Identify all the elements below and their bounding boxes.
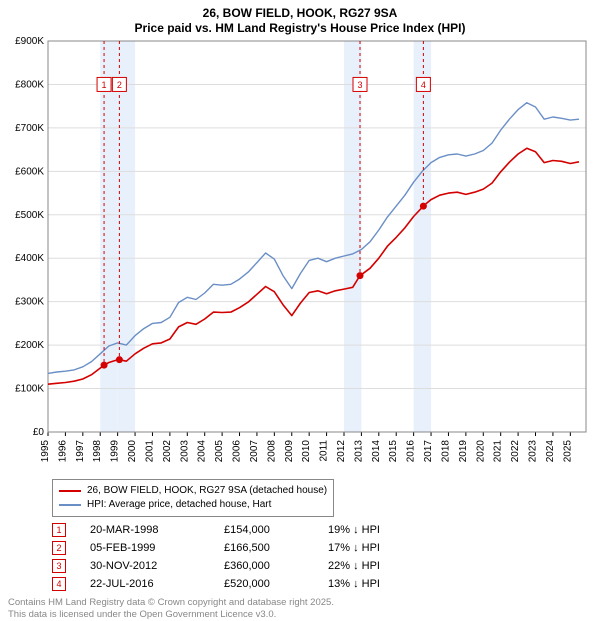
sale-row: 3 30-NOV-2012 £360,000 22% ↓ HPI [52,557,592,575]
svg-text:2025: 2025 [562,440,573,463]
svg-text:£600K: £600K [15,166,44,177]
svg-text:2006: 2006 [232,440,243,463]
sale-price: £166,500 [224,539,304,557]
legend-swatch [59,490,81,492]
sale-row: 2 05-FEB-1999 £166,500 17% ↓ HPI [52,539,592,557]
svg-text:2003: 2003 [179,440,190,463]
svg-text:2011: 2011 [319,440,330,462]
svg-text:2004: 2004 [197,440,208,463]
legend-swatch [59,504,81,506]
sale-diff: 19% ↓ HPI [328,521,418,539]
svg-text:£700K: £700K [15,123,44,134]
sale-date: 22-JUL-2016 [90,575,200,593]
svg-text:£0: £0 [33,427,45,438]
title-address: 26, BOW FIELD, HOOK, RG27 9SA [8,6,592,20]
svg-text:2009: 2009 [284,440,295,463]
sale-date: 30-NOV-2012 [90,557,200,575]
sale-diff: 22% ↓ HPI [328,557,418,575]
page-container: 26, BOW FIELD, HOOK, RG27 9SA Price paid… [0,0,600,620]
sale-diff: 13% ↓ HPI [328,575,418,593]
svg-text:2017: 2017 [423,440,434,463]
svg-text:£200K: £200K [15,340,44,351]
svg-text:1997: 1997 [75,440,86,463]
svg-text:1: 1 [102,80,107,90]
svg-text:2022: 2022 [510,440,521,463]
legend-label: HPI: Average price, detached house, Hart [87,498,271,512]
svg-text:2021: 2021 [493,440,504,463]
legend-item: HPI: Average price, detached house, Hart [59,498,327,512]
svg-text:2023: 2023 [528,440,539,463]
svg-text:1998: 1998 [92,440,103,463]
svg-text:2001: 2001 [144,440,155,463]
legend-label: 26, BOW FIELD, HOOK, RG27 9SA (detached … [87,484,327,498]
svg-text:2012: 2012 [336,440,347,463]
svg-text:2007: 2007 [249,440,260,463]
svg-text:1995: 1995 [40,440,51,463]
svg-text:2: 2 [117,80,122,90]
sale-marker-icon: 3 [52,559,66,573]
svg-text:2008: 2008 [266,440,277,463]
legend: 26, BOW FIELD, HOOK, RG27 9SA (detached … [52,479,334,517]
svg-text:2019: 2019 [458,440,469,463]
svg-text:£300K: £300K [15,297,44,308]
svg-text:£500K: £500K [15,210,44,221]
license-line: Contains HM Land Registry data © Crown c… [8,597,592,609]
chart-plot-area: £0 £100K £200K £300K £400K £500K £600K £700K £80… [8,35,592,475]
sale-diff: 17% ↓ HPI [328,539,418,557]
svg-text:2024: 2024 [545,440,556,463]
sale-price: £520,000 [224,575,304,593]
sale-row: 1 20-MAR-1998 £154,000 19% ↓ HPI [52,521,592,539]
sale-date: 05-FEB-1999 [90,539,200,557]
title-subtitle: Price paid vs. HM Land Registry's House … [8,21,592,35]
sale-row: 4 22-JUL-2016 £520,000 13% ↓ HPI [52,575,592,593]
svg-text:2013: 2013 [353,440,364,463]
svg-text:2014: 2014 [371,440,382,463]
svg-text:£100K: £100K [15,384,44,395]
sale-marker-icon: 4 [52,577,66,591]
svg-text:2016: 2016 [406,440,417,463]
svg-text:2000: 2000 [127,440,138,463]
chart-svg: £0 £100K £200K £300K £400K £500K £600K £700K £80… [8,35,592,470]
license-line: This data is licensed under the Open Gov… [8,609,592,621]
svg-text:2010: 2010 [301,440,312,463]
svg-text:2002: 2002 [162,440,173,463]
svg-text:£800K: £800K [15,79,44,90]
sale-marker-icon: 2 [52,541,66,555]
svg-text:£900K: £900K [15,36,44,47]
sale-marker-icon: 1 [52,523,66,537]
svg-text:3: 3 [357,80,362,90]
svg-text:2005: 2005 [214,440,225,463]
sale-date: 20-MAR-1998 [90,521,200,539]
sale-price: £360,000 [224,557,304,575]
svg-text:2020: 2020 [475,440,486,463]
sales-list: 1 20-MAR-1998 £154,000 19% ↓ HPI 2 05-FE… [52,521,592,593]
svg-text:4: 4 [421,80,426,90]
svg-text:1999: 1999 [110,440,121,463]
svg-text:£400K: £400K [15,253,44,264]
chart-titles: 26, BOW FIELD, HOOK, RG27 9SA Price paid… [8,6,592,35]
svg-text:1996: 1996 [57,440,68,463]
svg-text:2018: 2018 [440,440,451,463]
svg-text:2015: 2015 [388,440,399,463]
sale-price: £154,000 [224,521,304,539]
license-text: Contains HM Land Registry data © Crown c… [8,597,592,621]
legend-item: 26, BOW FIELD, HOOK, RG27 9SA (detached … [59,484,327,498]
